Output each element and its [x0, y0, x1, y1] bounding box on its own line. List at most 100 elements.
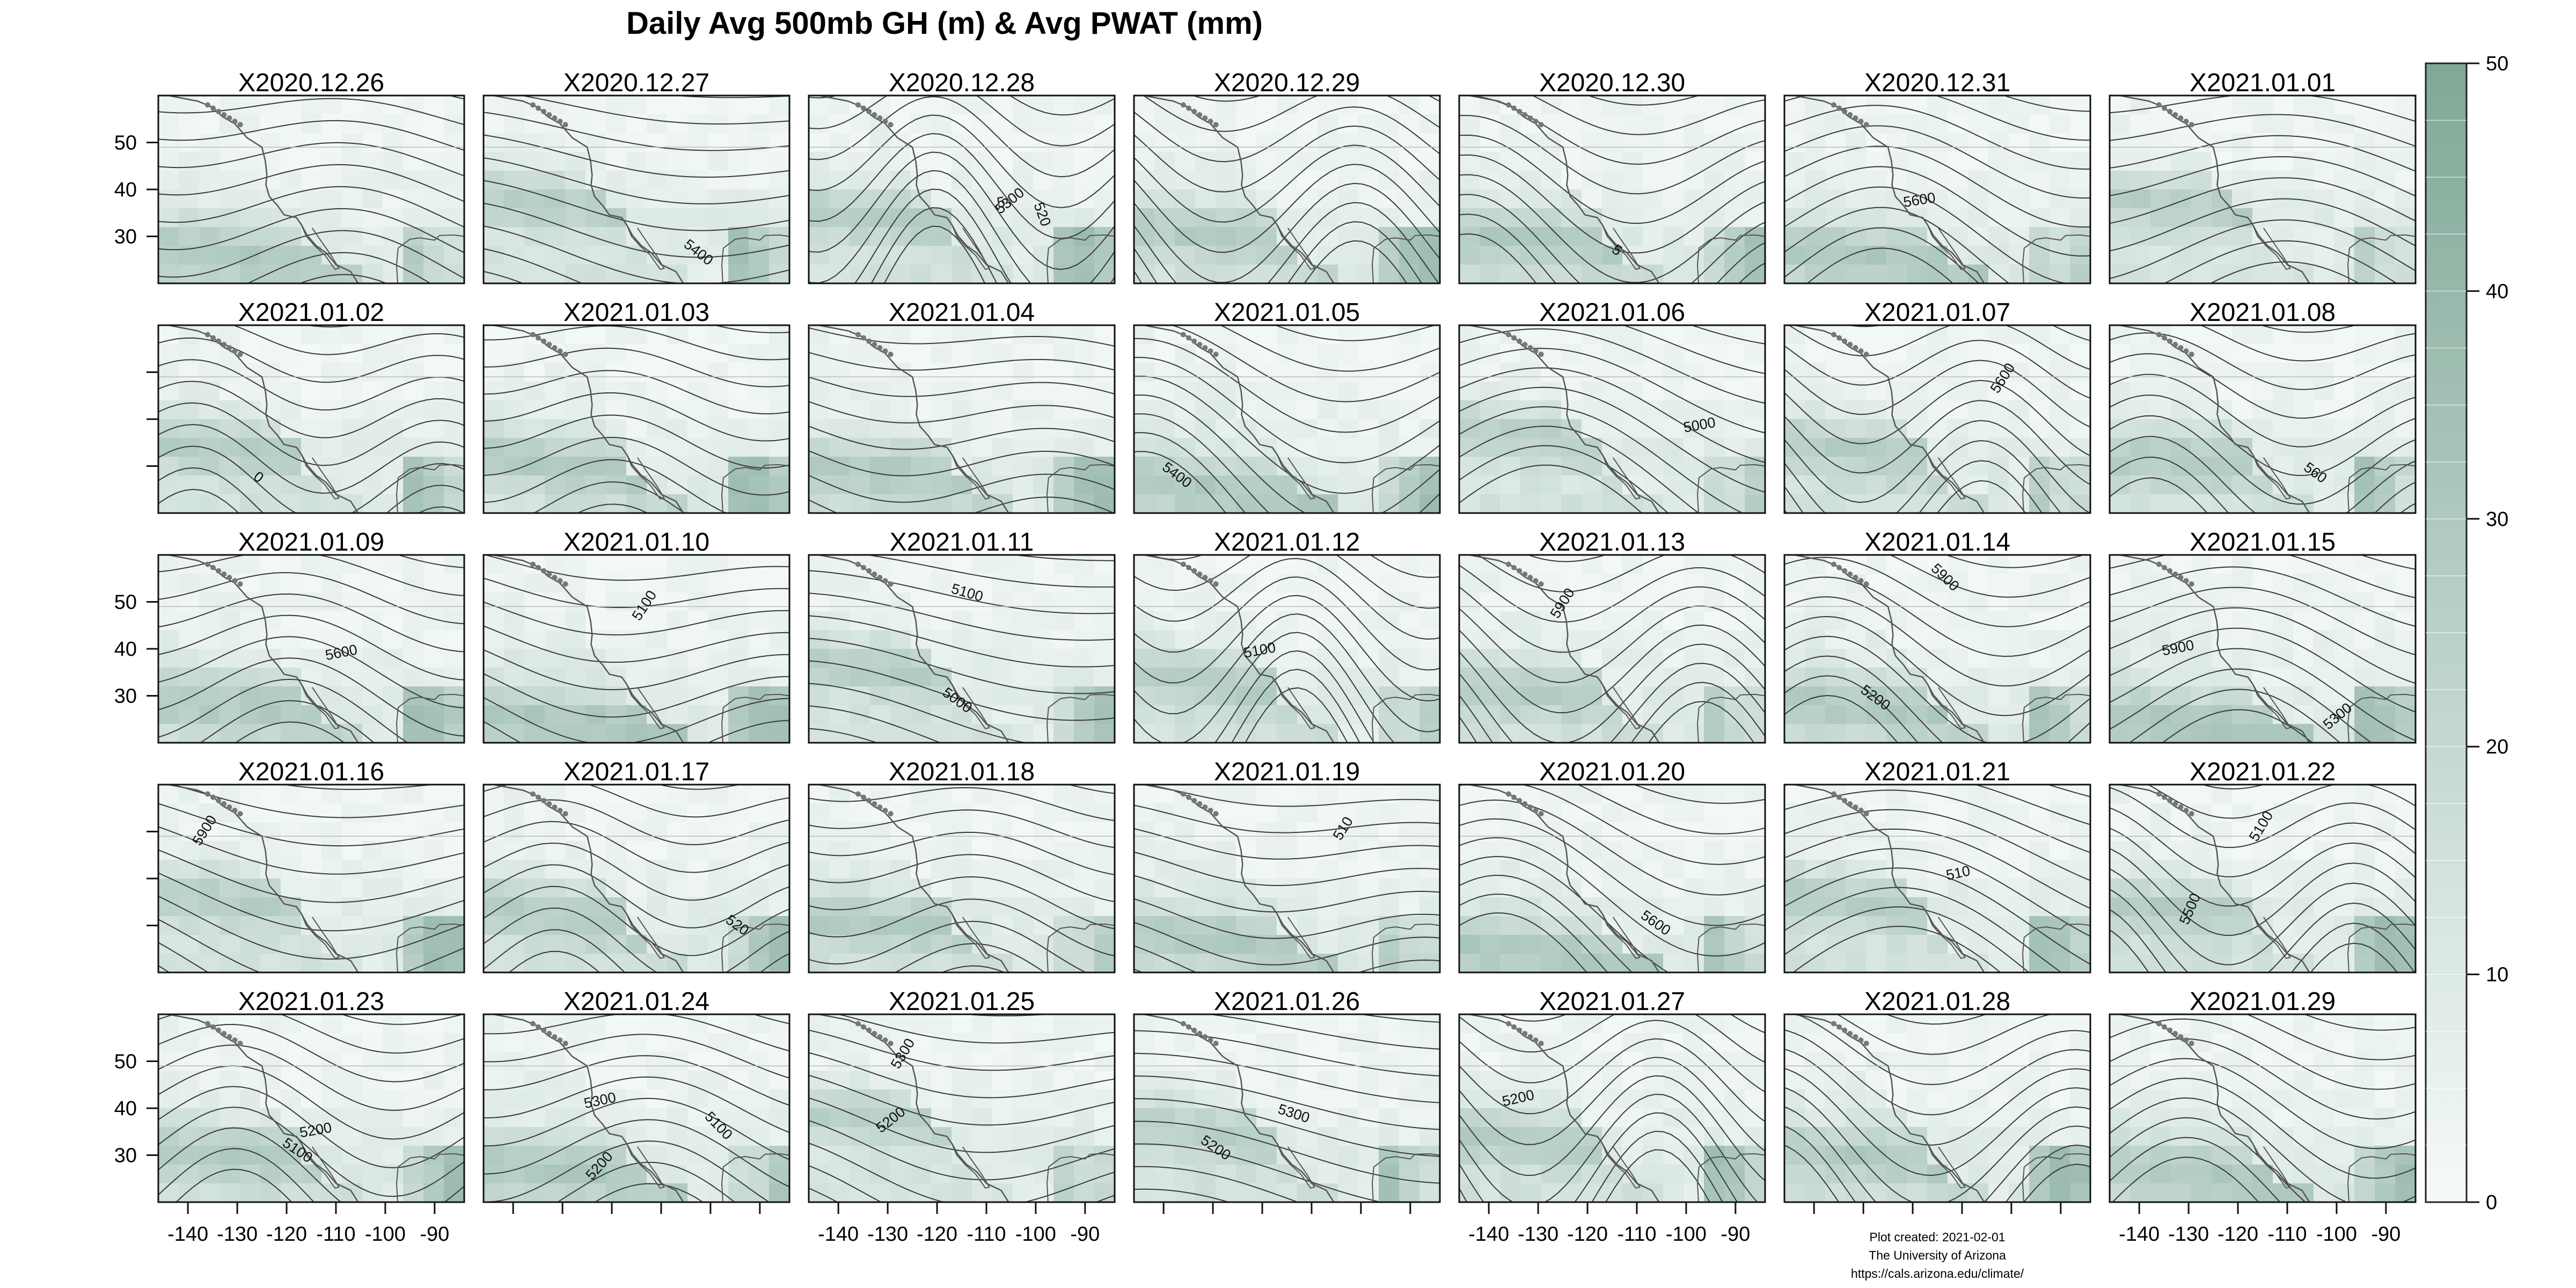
panel-frame: [2109, 94, 2417, 284]
panel-date-label: X2021.01.19: [1214, 758, 1360, 786]
lon-tick-label: -90: [1070, 1223, 1100, 1246]
panel-date-label: X2021.01.06: [1539, 298, 1685, 327]
panel-frame: [808, 1013, 1116, 1203]
panel-frame: [1783, 1013, 2091, 1203]
lon-tick-label: -100: [2316, 1223, 2357, 1246]
panel-frame: [1783, 784, 2091, 974]
lon-tick-label: -110: [967, 1223, 1006, 1246]
lat-tick-label: 30: [114, 685, 137, 708]
lon-tick-label: -110: [316, 1223, 355, 1246]
lon-tick-label: -90: [1721, 1223, 1750, 1246]
panel-frame: [1133, 784, 1441, 974]
panel-frame: [482, 784, 791, 974]
lon-tick-label: -120: [266, 1223, 307, 1246]
lon-tick-label: -140: [167, 1223, 208, 1246]
panel-frame: [1458, 784, 1766, 974]
panel-frame: [1783, 94, 2091, 284]
panel-frame: [1458, 554, 1766, 744]
panel-date-label: X2021.01.11: [890, 528, 1034, 557]
panel-frame: [482, 324, 791, 514]
panel-date-label: X2021.01.24: [564, 987, 709, 1016]
lon-tick-label: -90: [420, 1223, 449, 1246]
colorbar-tick-label: 20: [2486, 736, 2508, 758]
panel-frame: [2109, 1013, 2417, 1203]
panel-frame: [1458, 94, 1766, 284]
lat-tick-label: 50: [114, 1051, 137, 1073]
plot-created-date: Plot created: 2021-02-01: [1869, 1230, 2006, 1244]
lat-tick-label: 40: [114, 1097, 137, 1120]
map-panel: X2021.01.29 -140 -130 -120 -110 -100 -90: [2109, 987, 2417, 1246]
lat-tick-label: 50: [114, 132, 137, 155]
colorbar-ticks: 0 10 20 30 40 50: [2426, 53, 2508, 1214]
panel-date-label: X2021.01.14: [1864, 528, 2010, 557]
panel-date-label: X2020.12.31: [1864, 69, 2010, 97]
panel-frame: [482, 554, 791, 744]
colorbar: 0 10 20 30 40 50: [2425, 53, 2508, 1214]
panel-date-label: X2021.01.17: [564, 758, 709, 786]
colorbar-tick-label: 40: [2486, 280, 2508, 303]
panel-frame: [1458, 324, 1766, 514]
colorbar-tick-label: 50: [2486, 53, 2508, 75]
lon-tick-label: -100: [365, 1223, 406, 1246]
panel-date-label: X2021.01.29: [2190, 987, 2336, 1016]
panel-date-label: X2021.01.09: [238, 528, 384, 557]
lon-tick-label: -110: [2267, 1223, 2307, 1246]
panel-date-label: X2021.01.18: [889, 758, 1035, 786]
panel-date-label: X2021.01.01: [2190, 69, 2336, 97]
panel-date-label: X2021.01.21: [1864, 758, 2010, 786]
map-panel: X2020.12.26 30 40 50: [114, 69, 465, 284]
panel-frame: [808, 554, 1116, 744]
lat-tick-label: 40: [114, 638, 137, 661]
panel-date-label: X2020.12.30: [1539, 69, 1685, 97]
panel-date-label: X2021.01.16: [238, 758, 384, 786]
map-panel: X2021.01.18: [808, 758, 1116, 974]
lon-tick-label: -130: [217, 1223, 258, 1246]
panel-date-label: X2020.12.29: [1214, 69, 1360, 97]
source-url: https://cals.arizona.edu/climate/: [1850, 1267, 2024, 1280]
panel-frame: [1458, 1013, 1766, 1203]
lon-tick-label: -90: [2371, 1223, 2401, 1246]
map-panel: X2021.01.04: [808, 298, 1116, 514]
lon-tick-label: -100: [1666, 1223, 1707, 1246]
lon-tick-label: -110: [1617, 1223, 1656, 1246]
panel-date-label: X2021.01.03: [564, 298, 709, 327]
colorbar-tick-label: 30: [2486, 508, 2508, 531]
panel-date-label: X2021.01.04: [889, 298, 1035, 327]
lon-tick-label: -130: [2168, 1223, 2209, 1246]
panel-date-label: X2021.01.05: [1214, 298, 1360, 327]
panel-frame: [2109, 324, 2417, 514]
colorbar-tick-label: 0: [2486, 1191, 2497, 1214]
map-panel: X2021.01.03: [482, 298, 791, 514]
panel-frame: [482, 94, 791, 284]
panel-frame: [482, 1013, 791, 1203]
map-panel: X2020.12.29: [1133, 69, 1441, 284]
colorbar-tick-label: 10: [2486, 964, 2508, 986]
panel-date-label: X2021.01.12: [1214, 528, 1360, 557]
panel-date-label: X2021.01.10: [564, 528, 709, 557]
panel-date-label: X2020.12.26: [238, 69, 384, 97]
lat-tick-label: 40: [114, 179, 137, 201]
panel-date-label: X2021.01.28: [1864, 987, 2010, 1016]
panel-frame: [808, 94, 1116, 284]
panel-frame: [1133, 94, 1441, 284]
